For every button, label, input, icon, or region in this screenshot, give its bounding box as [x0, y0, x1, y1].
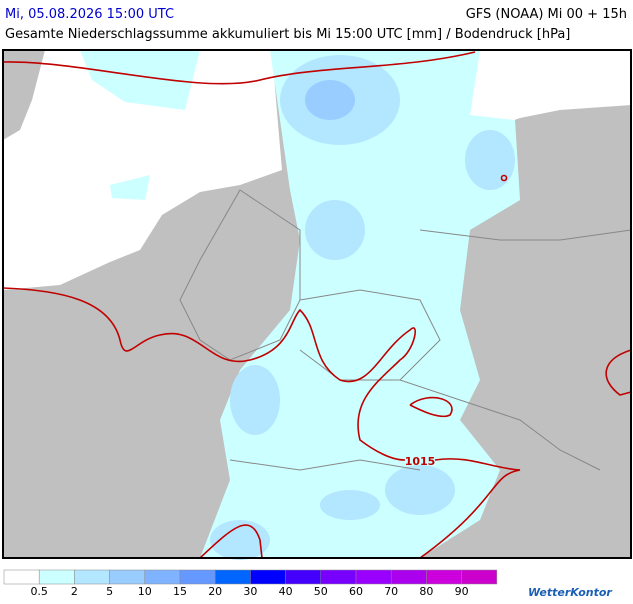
legend-label: 60 — [349, 585, 363, 598]
legend-label: 90 — [455, 585, 469, 598]
legend-swatch — [250, 569, 286, 585]
legend-swatch — [426, 569, 462, 585]
legend-label: 5 — [106, 585, 113, 598]
legend-swatch — [144, 569, 181, 585]
map: 1015 — [2, 49, 632, 560]
legend-swatch — [38, 569, 75, 585]
legend-swatch — [214, 569, 251, 585]
map-title: Gesamte Niederschlagssumme akkumuliert b… — [5, 27, 570, 42]
isobar-label: 1015 — [405, 455, 436, 468]
legend-label: 70 — [384, 585, 398, 598]
legend: 0.5 2 5 10 15 20 30 40 50 60 70 80 90 — [3, 569, 498, 598]
legend-label: 10 — [138, 585, 152, 598]
logo: WetterKontor — [528, 586, 612, 599]
legend-label: 50 — [314, 585, 328, 598]
legend-swatch — [179, 569, 216, 585]
legend-swatch — [74, 569, 110, 585]
legend-swatch — [109, 569, 146, 585]
legend-swatch — [390, 569, 427, 585]
legend-label: 30 — [243, 585, 257, 598]
legend-label: 80 — [419, 585, 433, 598]
legend-label: 15 — [173, 585, 187, 598]
legend-swatch — [461, 569, 498, 585]
legend-label: 0.5 — [30, 585, 48, 598]
model-run: GFS (NOAA) Mi 00 + 15h — [466, 7, 627, 22]
legend-label: 40 — [279, 585, 293, 598]
legend-swatch — [285, 569, 322, 585]
legend-swatch — [355, 569, 392, 585]
legend-label: 2 — [71, 585, 78, 598]
valid-time: Mi, 05.08.2026 15:00 UTC — [5, 7, 174, 22]
legend-swatch — [3, 569, 40, 585]
legend-label: 20 — [208, 585, 222, 598]
legend-swatch — [320, 569, 357, 585]
